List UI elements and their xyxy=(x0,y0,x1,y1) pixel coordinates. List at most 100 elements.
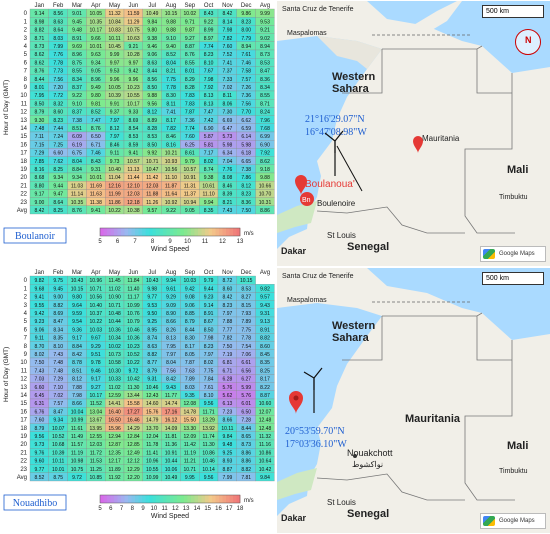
colorbar-segment xyxy=(198,495,202,503)
cell-value: 7.92 xyxy=(260,151,270,157)
boulanoir-lat: 21°16'29.07"N xyxy=(305,114,365,125)
hour-label: 22 xyxy=(20,192,27,198)
cell-value: 10.93 xyxy=(165,159,178,165)
heatmap-cell xyxy=(255,205,275,215)
colorbar-segment xyxy=(107,495,111,503)
cell-value: 6.01 xyxy=(241,401,251,407)
cell-value: 9.50 xyxy=(147,311,157,317)
cell-value: 8.76 xyxy=(72,208,82,214)
cell-value: 7.28 xyxy=(241,418,251,424)
colorbar-tick: 7 xyxy=(120,506,124,512)
cell-value: 9.17 xyxy=(35,192,45,198)
place-mali: Mali xyxy=(507,440,529,452)
cell-value: 7.29 xyxy=(35,151,45,157)
colorbar-segment xyxy=(107,228,111,236)
cell-value: 8.62 xyxy=(35,52,45,58)
cell-value: 7.83 xyxy=(185,101,195,107)
cell-value: 8.78 xyxy=(72,360,82,366)
cell-value: 10.42 xyxy=(127,377,140,383)
cell-value: 8.43 xyxy=(91,159,101,165)
cell-value: 7.42 xyxy=(204,118,214,124)
cell-value: 9.82 xyxy=(260,286,270,292)
cell-value: 8.76 xyxy=(185,52,195,58)
cell-value: 10.76 xyxy=(127,311,140,317)
cell-value: 10.70 xyxy=(259,192,272,198)
cell-value: 12.17 xyxy=(108,459,121,465)
boulanoir-map[interactable]: Santa Cruz de Tenerife Maspalomas Wester… xyxy=(277,1,550,266)
cell-value: 8.50 xyxy=(204,327,214,333)
cell-value: 6.60 xyxy=(53,151,63,157)
cell-value: 9.80 xyxy=(91,93,101,99)
cell-value: 6.62 xyxy=(241,118,251,124)
cell-value: 10.42 xyxy=(259,467,272,473)
cell-value: 12.03 xyxy=(127,192,140,198)
colorbar-segment xyxy=(117,228,122,236)
colorbar-segment xyxy=(226,495,230,503)
nouadhibo-map[interactable]: Santa Cruz de Tenerife Maspalomas Wester… xyxy=(277,268,550,533)
cell-value: 8.35 xyxy=(53,336,63,342)
cell-value: 8.79 xyxy=(35,426,45,432)
cell-value: 6.13 xyxy=(223,401,233,407)
cell-value: 9.99 xyxy=(260,11,270,17)
nouadhibo-heatmap: Jan Feb Mar Apr May Jun Jul Aug Sep Oct Nov Dec Avg H… xyxy=(3,270,275,520)
cell-value: 5.98 xyxy=(241,142,251,148)
cell-value: 12.48 xyxy=(259,426,272,432)
colorbar-segment xyxy=(201,228,206,236)
cell-value: 8.98 xyxy=(35,19,45,25)
cell-value: 9.48 xyxy=(223,442,233,448)
cell-value: 10.75 xyxy=(127,28,140,34)
cell-value: 9.92 xyxy=(147,151,157,157)
cell-value: 9.05 xyxy=(185,208,195,214)
colorbar-unit: m/s xyxy=(244,498,254,504)
cell-value: 9.00 xyxy=(53,295,63,301)
cell-value: 9.25 xyxy=(147,319,157,325)
cell-value: 8.22 xyxy=(260,385,270,391)
cell-value: 7.54 xyxy=(241,344,251,350)
cell-value: 9.84 xyxy=(223,434,233,440)
hour-label: 20 xyxy=(20,442,27,448)
heatmap-cell xyxy=(255,472,275,482)
cell-value: 8.37 xyxy=(72,110,82,116)
station-label: Boulanoir xyxy=(15,231,56,242)
cell-value: 8.12 xyxy=(241,183,251,189)
cell-value: 7.73 xyxy=(53,69,63,75)
colorbar-tick: 9 xyxy=(141,506,145,512)
cell-value: 9.68 xyxy=(35,286,45,292)
cell-value: 9.10 xyxy=(72,101,82,107)
cell-value: 9.72 xyxy=(129,368,139,374)
cell-value: 8.85 xyxy=(185,311,195,317)
google-maps-logo[interactable]: Google Maps xyxy=(480,246,546,262)
cell-value: 11.02 xyxy=(109,385,121,391)
cell-value: 8.13 xyxy=(204,93,214,99)
cell-value: 10.68 xyxy=(52,442,65,448)
cell-value: 9.75 xyxy=(53,278,63,284)
cell-value: 9.63 xyxy=(91,52,101,58)
cell-value: 9.06 xyxy=(35,327,45,333)
cell-value: 9.44 xyxy=(204,286,214,292)
hour-label: 3 xyxy=(24,36,28,42)
google-maps-logo[interactable]: Google Maps xyxy=(480,513,546,529)
cell-value: 6.56 xyxy=(241,368,251,374)
cell-value: 8.52 xyxy=(91,110,101,116)
hour-label: 5 xyxy=(24,319,28,325)
hour-label: 12 xyxy=(20,110,27,116)
cell-value: 7.43 xyxy=(35,368,45,374)
cell-value: 10.83 xyxy=(108,28,121,34)
cell-value: 9.53 xyxy=(260,19,270,25)
colorbar-segment xyxy=(156,495,160,503)
cell-value: 11.78 xyxy=(146,442,158,448)
cell-value: 13.95 xyxy=(90,426,103,432)
cell-value: 10.17 xyxy=(90,393,103,399)
hour-label: 6 xyxy=(24,60,28,66)
cell-value: 17.27 xyxy=(127,409,140,415)
cell-value: 7.70 xyxy=(241,110,251,116)
cell-value: 11.31 xyxy=(184,183,196,189)
cell-value: 9.67 xyxy=(91,336,101,342)
cell-value: 6.47 xyxy=(223,126,233,132)
colorbar-unit: m/s xyxy=(244,231,254,237)
cell-value: 7.78 xyxy=(241,336,251,342)
cell-value: 14.09 xyxy=(165,426,178,432)
cell-value: 8.15 xyxy=(241,303,251,309)
cell-value: 10.55 xyxy=(146,467,159,473)
cell-value: 9.38 xyxy=(204,175,214,181)
